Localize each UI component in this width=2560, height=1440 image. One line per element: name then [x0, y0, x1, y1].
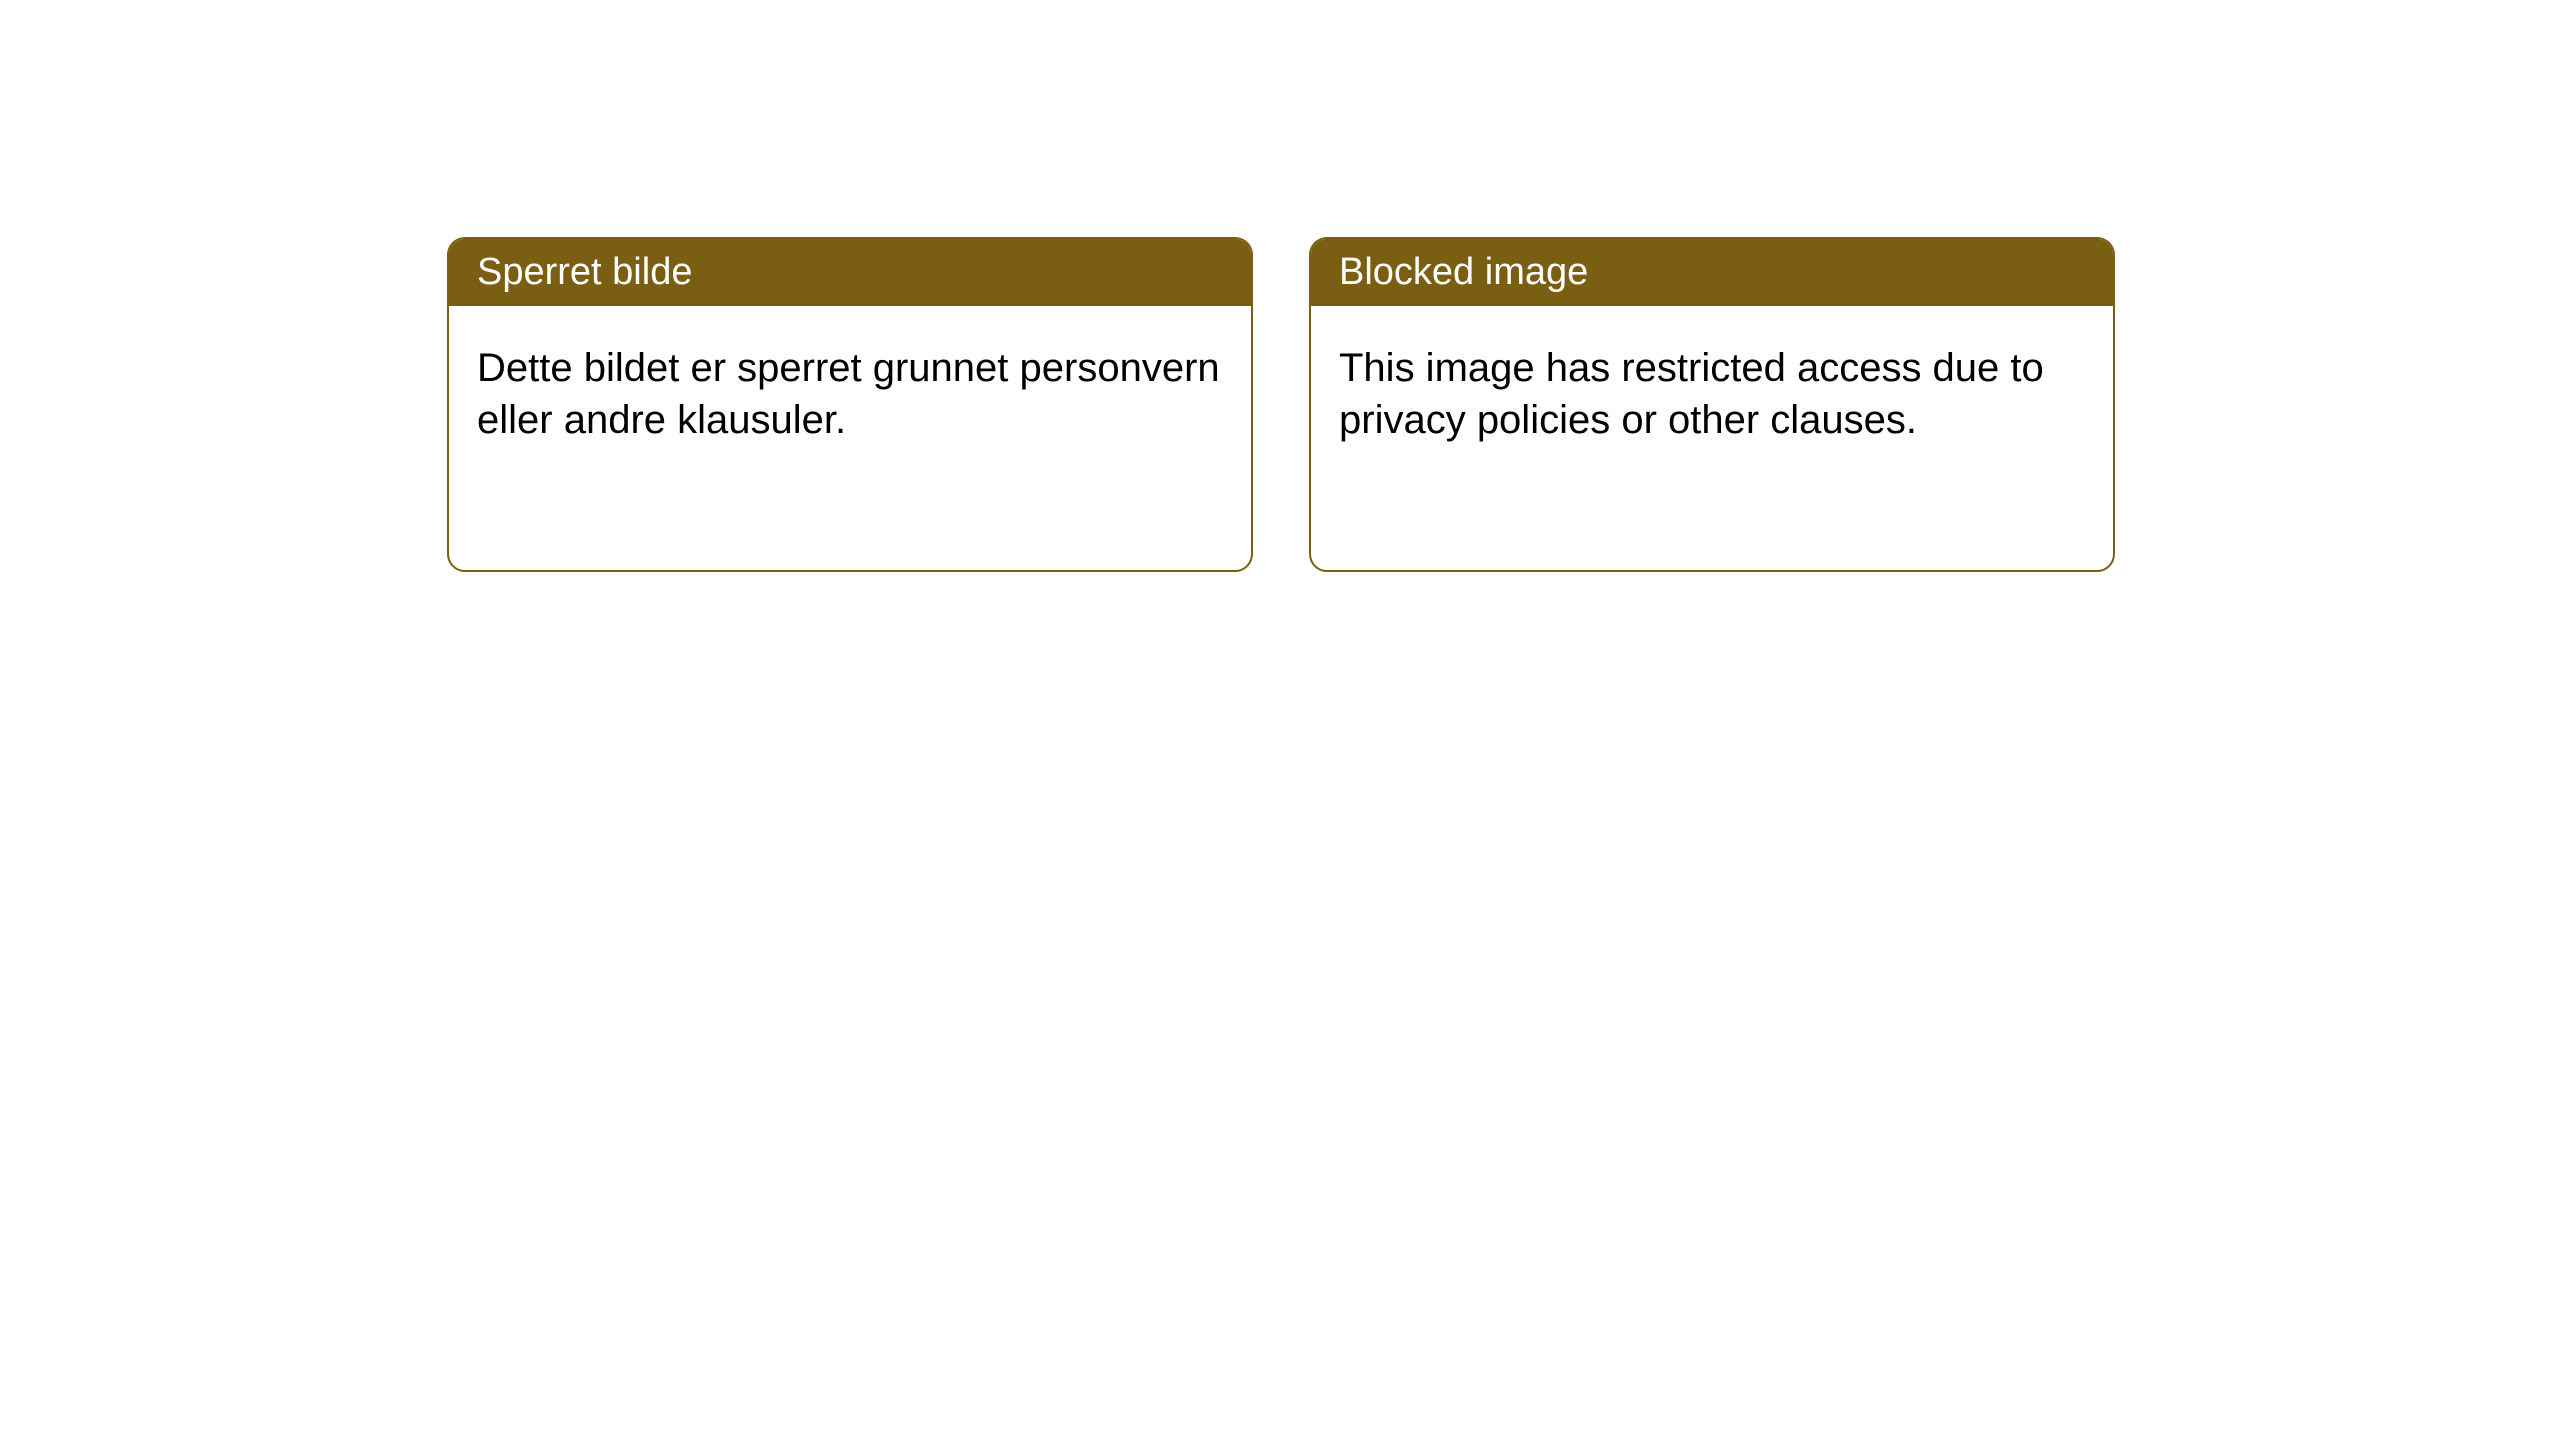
notice-container: Sperret bilde Dette bildet er sperret gr… [0, 0, 2560, 572]
card-header: Blocked image [1311, 239, 2113, 306]
notice-card-norwegian: Sperret bilde Dette bildet er sperret gr… [447, 237, 1253, 572]
notice-card-english: Blocked image This image has restricted … [1309, 237, 2115, 572]
card-header: Sperret bilde [449, 239, 1251, 306]
card-body: Dette bildet er sperret grunnet personve… [449, 306, 1251, 482]
card-body: This image has restricted access due to … [1311, 306, 2113, 482]
